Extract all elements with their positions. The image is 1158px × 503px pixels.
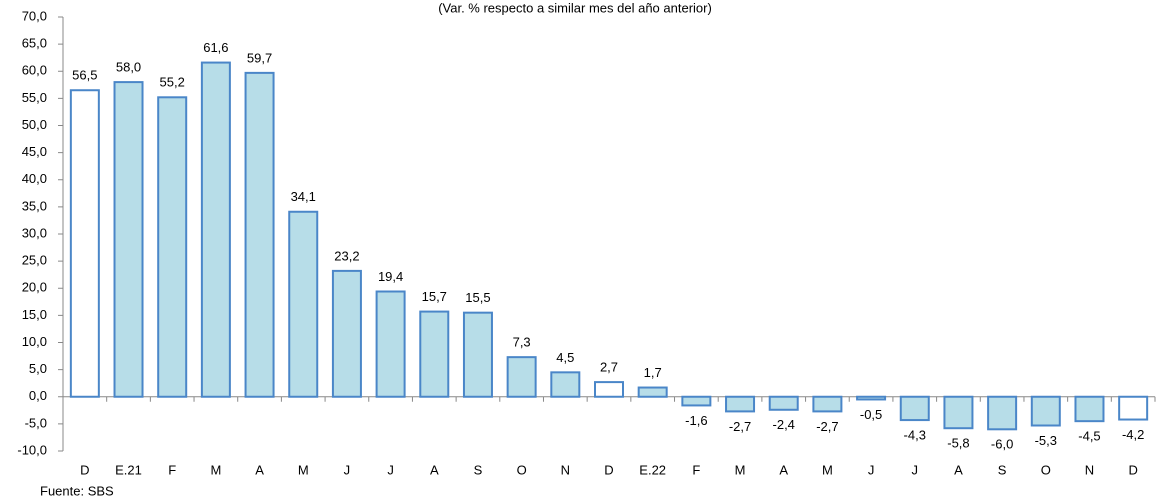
y-tick-label: 70,0 — [22, 8, 47, 23]
y-tick-label: 50,0 — [22, 117, 47, 132]
x-tick-label: M — [735, 462, 746, 477]
bar — [637, 386, 668, 398]
data-label: 56,5 — [72, 68, 97, 83]
y-tick-label: 65,0 — [22, 36, 47, 51]
y-tick-label: 10,0 — [22, 334, 47, 349]
data-label: -2,4 — [773, 417, 795, 432]
bar — [331, 269, 362, 398]
x-tick-label: D — [604, 462, 613, 477]
x-tick-label: A — [255, 462, 264, 477]
data-label: 58,0 — [116, 60, 141, 75]
data-label: -4,3 — [904, 428, 926, 443]
bar — [594, 381, 624, 398]
data-label: 7,3 — [513, 335, 531, 350]
x-tick-label: F — [168, 462, 176, 477]
data-label: 1,7 — [644, 365, 662, 380]
bar — [725, 395, 756, 413]
data-label: -5,3 — [1035, 433, 1057, 448]
data-label: 15,7 — [422, 289, 447, 304]
x-tick-label: N — [561, 462, 570, 477]
data-label: -4,2 — [1122, 427, 1144, 442]
bar — [288, 210, 319, 398]
x-tick-label: A — [954, 462, 963, 477]
bar — [69, 89, 100, 398]
bar — [1118, 395, 1149, 421]
data-label: -1,6 — [685, 413, 707, 428]
y-tick-label: 0,0 — [29, 388, 47, 403]
x-tick-label: J — [387, 462, 394, 477]
bar — [419, 310, 450, 398]
x-tick-label: D — [80, 462, 89, 477]
x-tick-label: A — [779, 462, 788, 477]
y-tick-label: 40,0 — [22, 171, 47, 186]
y-tick-label: 20,0 — [22, 280, 47, 295]
data-label: 23,2 — [334, 248, 359, 263]
bar — [812, 395, 843, 413]
data-label: 4,5 — [556, 350, 574, 365]
bar — [157, 96, 188, 398]
y-tick-label: -10,0 — [17, 442, 47, 457]
data-label: 2,7 — [600, 360, 618, 375]
y-tick-label: 5,0 — [29, 361, 47, 376]
bar — [244, 71, 275, 398]
bar — [768, 395, 799, 411]
bar — [375, 290, 406, 398]
data-label: -2,7 — [816, 419, 838, 434]
data-label: -4,5 — [1078, 429, 1100, 444]
bar — [200, 61, 231, 398]
bar — [550, 371, 581, 398]
bar — [1074, 395, 1105, 423]
data-label: 15,5 — [465, 290, 490, 305]
x-tick-label: M — [298, 462, 309, 477]
x-tick-label: E.22 — [639, 462, 666, 477]
x-tick-label: D — [1128, 462, 1137, 477]
bar — [899, 395, 930, 422]
data-label: -6,0 — [991, 437, 1013, 452]
data-label: 34,1 — [291, 189, 316, 204]
bar — [987, 395, 1018, 431]
source-note: Fuente: SBS — [40, 483, 114, 498]
x-tick-label: O — [1041, 462, 1051, 477]
data-label: -2,7 — [729, 419, 751, 434]
x-tick-label: S — [998, 462, 1007, 477]
data-label: 19,4 — [378, 269, 403, 284]
x-tick-label: F — [692, 462, 700, 477]
y-tick-label: 15,0 — [22, 307, 47, 322]
x-tick-label: M — [822, 462, 833, 477]
bar — [856, 395, 887, 401]
bar — [681, 395, 712, 407]
y-tick-label: 45,0 — [22, 144, 47, 159]
x-tick-label: O — [517, 462, 527, 477]
data-label: 61,6 — [203, 40, 228, 55]
chart-subtitle: (Var. % respecto a similar mes del año a… — [438, 0, 712, 15]
bar — [943, 395, 974, 430]
data-label: -5,8 — [947, 436, 969, 451]
x-tick-label: J — [912, 462, 919, 477]
x-tick-label: S — [474, 462, 483, 477]
y-tick-label: 60,0 — [22, 63, 47, 78]
y-tick-label: 55,0 — [22, 90, 47, 105]
bar — [1030, 395, 1061, 427]
data-label: 55,2 — [160, 75, 185, 90]
y-tick-label: -5,0 — [25, 415, 47, 430]
x-tick-label: J — [868, 462, 875, 477]
x-tick-label: J — [344, 462, 351, 477]
y-tick-label: 30,0 — [22, 225, 47, 240]
y-tick-label: 35,0 — [22, 198, 47, 213]
data-label: 59,7 — [247, 50, 272, 65]
bar — [113, 81, 144, 398]
bar — [506, 356, 537, 398]
x-tick-label: A — [430, 462, 439, 477]
data-label: -0,5 — [860, 407, 882, 422]
x-tick-label: M — [210, 462, 221, 477]
y-tick-label: 25,0 — [22, 253, 47, 268]
bar — [462, 311, 493, 398]
x-tick-label: E.21 — [115, 462, 142, 477]
x-tick-label: N — [1085, 462, 1094, 477]
